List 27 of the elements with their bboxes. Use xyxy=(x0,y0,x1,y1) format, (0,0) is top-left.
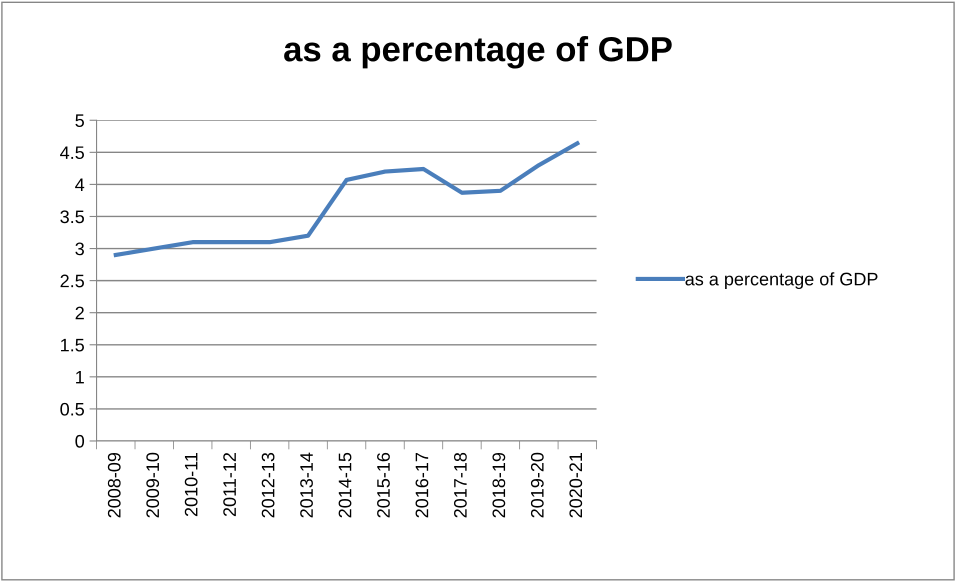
y-tick-label: 0 xyxy=(75,434,84,448)
x-tick-label: 2018-19 xyxy=(492,452,506,518)
y-tick-label: 4 xyxy=(75,178,84,191)
line-series xyxy=(114,141,580,258)
y-tick-label: 0.5 xyxy=(60,402,84,416)
x-tick-label: 2012-13 xyxy=(262,452,274,518)
x-tick-label: 2009-10 xyxy=(146,452,160,518)
x-tick-label: 2016-17 xyxy=(416,452,428,518)
y-tick-label: 4.5 xyxy=(60,146,84,160)
y-tick-label: 2 xyxy=(76,306,84,320)
x-tick-label: 2017-18 xyxy=(454,452,467,518)
y-tick-label: 1 xyxy=(76,370,84,384)
x-tick-label: 2014-15 xyxy=(338,452,352,518)
x-tick-label: 2008-09 xyxy=(108,452,121,518)
x-tick-label: 2020-21 xyxy=(569,452,582,518)
x-tick-label: 2013-14 xyxy=(300,452,313,518)
y-tick-label: 2.5 xyxy=(60,274,84,288)
x-tick-label: 2015-16 xyxy=(377,452,390,518)
y-tick-label: 1.5 xyxy=(61,338,84,352)
x-tick-label: 2019-20 xyxy=(530,452,544,518)
y-tick-label: 3.5 xyxy=(60,210,84,224)
y-tick-label: 5 xyxy=(75,114,84,127)
x-tick-label: 2010-11 xyxy=(184,452,198,516)
chart-title: as a percentage of GDP xyxy=(284,36,672,69)
y-tick-label: 3 xyxy=(75,242,84,256)
legend-label: as a percentage of GDP xyxy=(686,272,878,290)
x-tick-label: 2011-12 xyxy=(223,452,236,516)
